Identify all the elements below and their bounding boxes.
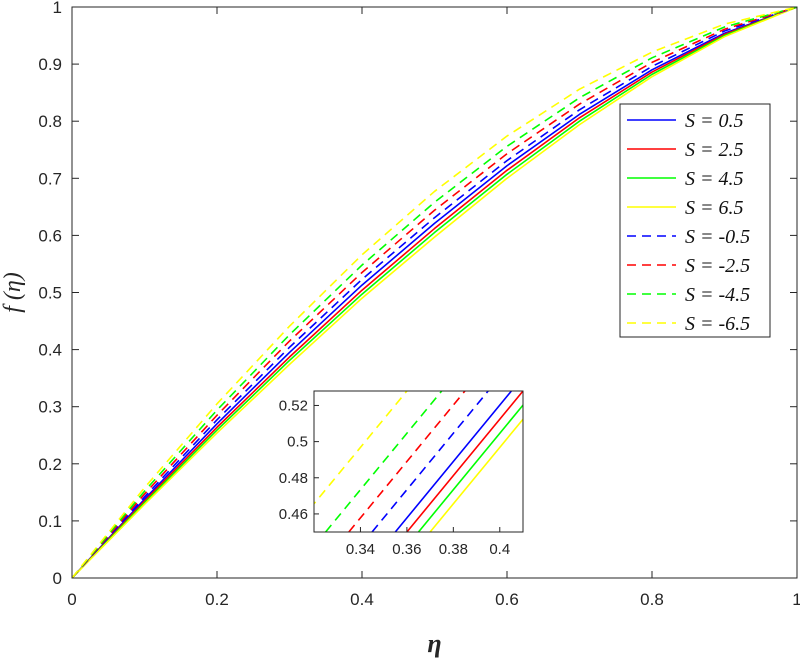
y-tick-label: 0.4 xyxy=(38,341,62,360)
inset-axes-box xyxy=(313,390,524,533)
legend: S = 0.5 S = 2.5 S = 4.5 S = 6.5 S = -0.5 S = … xyxy=(619,103,771,338)
series-line xyxy=(72,7,797,578)
series-line xyxy=(72,7,797,578)
x-tick-label: 1 xyxy=(792,590,800,609)
inset-x-tick-label: 0.38 xyxy=(439,541,468,558)
series-line xyxy=(72,7,797,578)
inset-series-line xyxy=(324,391,443,532)
y-tick-label: 0.8 xyxy=(38,112,62,131)
inset-y-tick-label: 0.52 xyxy=(279,397,308,414)
inset-series-line xyxy=(429,417,523,532)
series-line xyxy=(72,7,797,578)
legend-label: S = 2.5 xyxy=(685,139,744,161)
x-tick-label: 0.2 xyxy=(205,590,229,609)
y-tick-label: 1 xyxy=(53,0,62,17)
inset-series-line xyxy=(348,391,466,532)
series-group xyxy=(72,7,797,578)
legend-box xyxy=(619,103,771,338)
inset-plot: 0.34 0.36 0.38 0.4 0.46 0.48 0.5 0.52 xyxy=(279,390,524,558)
x-axis-label: η xyxy=(427,629,441,658)
legend-label: S = 4.5 xyxy=(685,168,744,190)
x-tick-label: 0.8 xyxy=(640,590,664,609)
series-line xyxy=(72,7,797,578)
legend-label: S = 6.5 xyxy=(685,197,744,219)
inset-series-line xyxy=(417,403,523,532)
legend-label: S = -0.5 xyxy=(685,226,750,248)
inset-y-tick-label: 0.5 xyxy=(287,434,308,451)
inset-series-group xyxy=(314,391,523,532)
x-tick-label: 0 xyxy=(67,590,76,609)
legend-label: S = -6.5 xyxy=(685,313,750,335)
inset-series-line xyxy=(314,391,408,506)
legend-label: S = -4.5 xyxy=(685,284,750,306)
inset-area xyxy=(314,391,523,532)
x-tick-label: 0.6 xyxy=(495,590,519,609)
series-line xyxy=(72,7,797,578)
inset-y-tick-label: 0.48 xyxy=(279,470,308,487)
legend-label: S = 0.5 xyxy=(685,110,744,132)
y-tick-label: 0.7 xyxy=(38,169,62,188)
series-line xyxy=(72,7,797,578)
y-tick-label: 0.3 xyxy=(38,398,62,417)
y-tick-label: 0.2 xyxy=(38,455,62,474)
series-line xyxy=(72,7,797,578)
inset-series-line xyxy=(394,391,513,532)
y-tick-label: 0.1 xyxy=(38,512,62,531)
y-axis-label: f (η) xyxy=(0,272,26,313)
y-tick-label: 0.6 xyxy=(38,226,62,245)
inset-x-tick-label: 0.4 xyxy=(489,541,510,558)
y-tick-label: 0.9 xyxy=(38,55,62,74)
y-tick-label: 0 xyxy=(53,569,62,588)
inset-x-tick-label: 0.34 xyxy=(346,541,375,558)
legend-label: S = -2.5 xyxy=(685,255,750,277)
inset-series-line xyxy=(371,391,489,532)
inset-x-tick-label: 0.36 xyxy=(392,541,421,558)
y-tick-label: 0.5 xyxy=(38,284,62,303)
x-tick-label: 0.4 xyxy=(350,590,374,609)
inset-y-tick-label: 0.46 xyxy=(279,506,308,523)
inset-series-line xyxy=(406,391,523,532)
